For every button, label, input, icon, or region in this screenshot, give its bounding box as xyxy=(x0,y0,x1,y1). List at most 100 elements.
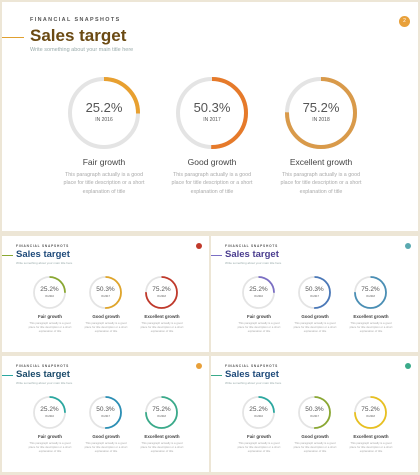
progress-ring: 50.3% IN 2017 xyxy=(88,275,123,310)
progress-ring: 25.2% IN 2016 xyxy=(241,395,276,430)
ring-year: IN 2017 xyxy=(310,415,319,418)
ring-graphic xyxy=(176,77,248,149)
growth-label: Good growth xyxy=(187,157,237,167)
thumbnail-slide-2[interactable]: FINANCIAL SNAPSHOTS Sales target Write som… xyxy=(211,236,418,352)
ring-percent: 50.3% xyxy=(193,100,231,115)
progress-ring: 25.2% IN 2016 xyxy=(32,395,67,430)
ring-arc xyxy=(145,396,178,429)
ring-graphic xyxy=(354,396,387,429)
growth-description: This paragraph actually is a good place … xyxy=(237,321,281,334)
ring-percent: 75.2% xyxy=(361,286,380,293)
thumbnail-slide-4[interactable]: FINANCIAL SNAPSHOTS Sales target Write som… xyxy=(211,356,418,472)
progress-ring: 25.2% IN 2016 xyxy=(241,275,276,310)
ring-graphic xyxy=(242,396,275,429)
ring-arc xyxy=(242,396,275,429)
ring-arc xyxy=(33,276,66,309)
ring-year: IN 2018 xyxy=(157,415,166,418)
ring-percent: 50.3% xyxy=(96,406,115,413)
growth-label: Excellent growth xyxy=(353,434,389,439)
slide-kicker: FINANCIAL SNAPSHOTS xyxy=(30,17,121,23)
ring-year: IN 2018 xyxy=(366,295,375,298)
growth-label: Fair growth xyxy=(38,434,62,439)
page-number: 2 xyxy=(403,18,406,24)
ring-graphic xyxy=(33,396,66,429)
growth-description: This paragraph actually is a good place … xyxy=(28,441,72,454)
ring-graphic xyxy=(89,396,122,429)
slide-kicker: FINANCIAL SNAPSHOTS xyxy=(16,244,70,248)
ring-graphic xyxy=(145,276,178,309)
ring-arc xyxy=(354,396,387,429)
ring-arc xyxy=(68,77,140,149)
slide-title: Sales target xyxy=(30,26,127,45)
progress-ring-2017: 50.3% IN 2017 xyxy=(174,75,250,151)
title-accent-line xyxy=(211,375,222,376)
progress-ring: 50.3% IN 2017 xyxy=(297,395,332,430)
ring-percent: 75.2% xyxy=(152,286,171,293)
growth-label: Good growth xyxy=(92,434,120,439)
ring-year: IN 2018 xyxy=(157,295,166,298)
ring-graphic xyxy=(242,276,275,309)
slide-title: Sales target xyxy=(16,249,70,260)
ring-arc xyxy=(33,396,66,429)
ring-arc xyxy=(242,276,275,309)
slide-subtitle: Write something about your main title he… xyxy=(30,47,134,53)
main-slide[interactable]: FINANCIAL SNAPSHOTS Sales target Write s… xyxy=(2,2,418,231)
ring-year: IN 2016 xyxy=(254,295,263,298)
ring-percent: 75.2% xyxy=(152,406,171,413)
progress-ring: 25.2% IN 2016 xyxy=(32,275,67,310)
color-dot xyxy=(405,243,411,249)
ring-year: IN 2016 xyxy=(45,295,54,298)
growth-description: This paragraph actually is a good place … xyxy=(63,172,145,195)
ring-year: IN 2017 xyxy=(101,295,110,298)
ring-arc xyxy=(145,276,178,309)
ring-percent: 25.2% xyxy=(40,286,59,293)
ring-year: IN 2016 xyxy=(254,415,263,418)
ring-graphic xyxy=(33,276,66,309)
growth-description: This paragraph actually is a good place … xyxy=(171,172,253,195)
slide-title: Sales target xyxy=(16,369,70,380)
title-accent-line xyxy=(2,37,24,38)
growth-description: This paragraph actually is a good place … xyxy=(140,321,184,334)
title-accent-line xyxy=(2,255,13,256)
title-accent-line xyxy=(211,255,222,256)
growth-description: This paragraph actually is a good place … xyxy=(84,321,128,334)
growth-label: Excellent growth xyxy=(144,314,180,319)
ring-graphic xyxy=(68,77,140,149)
slide-subtitle: Write something about your main title he… xyxy=(225,381,282,385)
slide-subtitle: Write something about your main title he… xyxy=(225,261,282,265)
growth-label: Excellent growth xyxy=(144,434,180,439)
progress-ring: 75.2% IN 2018 xyxy=(144,395,179,430)
progress-ring: 50.3% IN 2017 xyxy=(297,275,332,310)
ring-arc xyxy=(89,396,122,429)
ring-graphic xyxy=(298,276,331,309)
slide-title: Sales target xyxy=(225,249,279,260)
ring-arc xyxy=(89,276,122,309)
growth-label: Good growth xyxy=(92,314,120,319)
progress-ring-2018: 75.2% IN 2018 xyxy=(283,75,359,151)
ring-arc xyxy=(298,396,331,429)
slide-subtitle: Write something about your main title he… xyxy=(16,261,73,265)
growth-label: Fair growth xyxy=(247,434,271,439)
ring-arc xyxy=(354,276,387,309)
ring-percent: 25.2% xyxy=(40,406,59,413)
thumbnail-slide-1[interactable]: FINANCIAL SNAPSHOTS Sales target Write som… xyxy=(2,236,209,352)
growth-label: Excellent growth xyxy=(353,314,389,319)
ring-graphic xyxy=(145,396,178,429)
ring-graphic xyxy=(354,276,387,309)
ring-year: IN 2018 xyxy=(366,415,375,418)
growth-description: This paragraph actually is a good place … xyxy=(349,321,393,334)
ring-year: IN 2017 xyxy=(101,415,110,418)
color-dot xyxy=(405,363,411,369)
ring-percent: 50.3% xyxy=(96,286,115,293)
slide-subtitle: Write something about your main title he… xyxy=(16,381,73,385)
progress-ring: 75.2% IN 2018 xyxy=(144,275,179,310)
growth-label: Fair growth xyxy=(82,157,126,167)
slide-title: Sales target xyxy=(225,369,279,380)
progress-ring-2016: 25.2% IN 2016 xyxy=(66,75,142,151)
ring-percent: 50.3% xyxy=(305,406,324,413)
growth-description: This paragraph actually is a good place … xyxy=(293,321,337,334)
color-dot xyxy=(196,243,202,249)
title-accent-line xyxy=(2,375,13,376)
growth-description: This paragraph actually is a good place … xyxy=(84,441,128,454)
thumbnail-slide-3[interactable]: FINANCIAL SNAPSHOTS Sales target Write som… xyxy=(2,356,209,472)
